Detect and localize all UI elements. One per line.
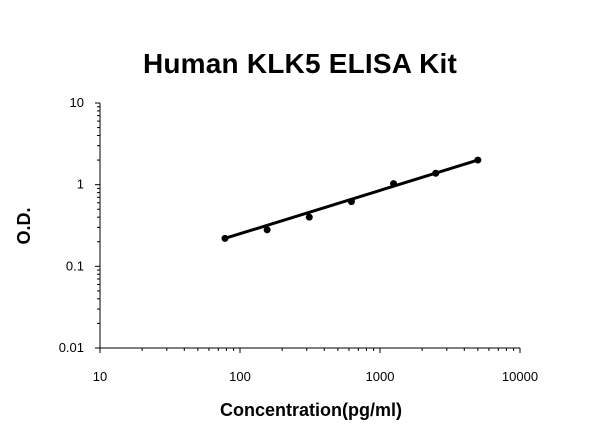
x-axis-title: Concentration(pg/ml) <box>220 400 402 420</box>
y-tick-label: 1 <box>77 177 84 192</box>
x-tick-label: 1000 <box>366 369 395 384</box>
data-point <box>347 198 355 206</box>
data-point <box>305 213 313 221</box>
x-tick-label: 100 <box>229 369 251 384</box>
tick-marks <box>95 102 521 353</box>
data-point <box>474 156 482 164</box>
data-point <box>390 180 398 188</box>
axes <box>99 103 520 349</box>
x-tick-label: 10000 <box>502 369 538 384</box>
data-point <box>263 226 271 234</box>
tick-labels: 10 100 1000 10000 0.01 0.1 1 10 <box>59 95 538 384</box>
data-point <box>432 169 440 177</box>
x-tick-label: 10 <box>93 369 107 384</box>
y-tick-label: 0.01 <box>59 340 84 355</box>
data-point <box>221 234 229 242</box>
data-points <box>221 156 482 242</box>
y-axis-title: O.D. <box>14 207 34 244</box>
y-tick-label: 10 <box>70 95 84 110</box>
y-tick-label: 0.1 <box>66 258 84 273</box>
chart-title: Human KLK5 ELISA Kit <box>142 48 458 79</box>
